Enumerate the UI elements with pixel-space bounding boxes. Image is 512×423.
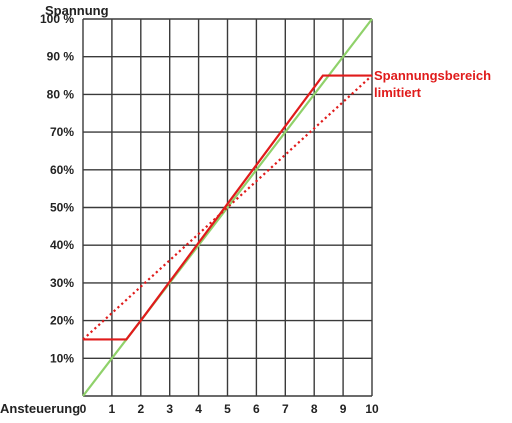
x-tick-label: 5 [224,402,231,416]
y-tick-label: 40% [50,238,74,252]
x-tick-label: 9 [340,402,347,416]
y-tick-label: 30% [50,276,74,290]
y-tick-label: 70% [50,125,74,139]
x-tick-label: 1 [109,402,116,416]
annotation-line-1: Spannungsbereich [374,68,491,83]
x-tick-label: 8 [311,402,318,416]
x-tick-label: 2 [137,402,144,416]
x-tick-label: 6 [253,402,260,416]
x-tick-label: 3 [166,402,173,416]
x-tick-label: 7 [282,402,289,416]
chart-series [82,18,373,397]
x-tick-label: 4 [195,402,202,416]
chart-tick-labels: 0 1 2 3 4 5 6 7 8 9 10 10% 20% 30% 40% 50% 60% 70% 80 % 90 … [40,12,379,416]
x-tick-label: 10 [365,402,379,416]
y-tick-label: 10% [50,351,74,365]
x-tick-label: 0 [80,402,87,416]
y-tick-label: 50% [50,201,74,215]
x-axis-label: Ansteuerung [0,401,80,416]
annotation-line-2: limitiert [374,85,422,100]
y-tick-label: 90 % [47,50,75,64]
y-tick-label: 60% [50,163,74,177]
series-line-1 [83,74,372,341]
y-tick-label: 100 % [40,12,74,26]
y-tick-label: 80 % [47,87,75,101]
y-tick-label: 20% [50,314,74,328]
y-axis-label: Spannung [45,3,109,18]
